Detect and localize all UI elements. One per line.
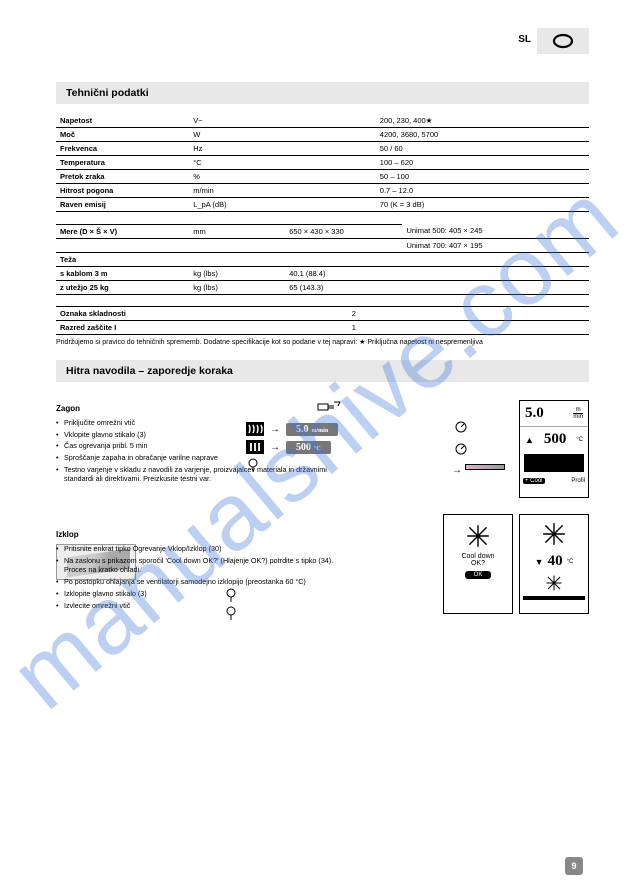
tech-footnote: Pridržujemo si pravico do tehničnih spre… <box>56 338 589 346</box>
display-panel-main: 5.0 mmin ▲ 500 °C + Cool Profil <box>519 400 589 498</box>
cooldown-line2: OK? <box>471 560 485 567</box>
progress-bar-dark <box>524 454 584 472</box>
gauge-icon <box>452 442 470 456</box>
list-item: Sproščanje zapaha in obračanje varilne n… <box>56 453 356 463</box>
list-item: Pritisnite enkrat tipko Ogrevanje Vklop/… <box>56 544 356 554</box>
up-triangle-icon: ▲ <box>525 435 534 445</box>
tech-table: NapetostV~200, 230, 400★MočW4200, 3680, … <box>56 114 589 346</box>
start-heading: Zagon <box>56 404 356 415</box>
snowflake-icon <box>465 523 491 549</box>
table-row: Unimat 700: 407 × 195 <box>56 238 589 252</box>
language-flag-box <box>537 28 589 54</box>
table-row: Raven emisijL_pA (dB)70 (K = 3 dB) <box>56 198 589 212</box>
display-panel-cooldown: Cool downOK? OK <box>443 514 513 614</box>
list-item: Izklopite glavno stikalo (3) <box>56 589 356 599</box>
table-row: Pretok zraka%50 – 100 <box>56 170 589 184</box>
arrow-icon: → <box>452 465 462 476</box>
language-code: SL <box>518 34 531 45</box>
panel-speed: 5.0 <box>525 405 544 422</box>
snowflake-icon <box>541 521 567 547</box>
table-row: Razred zaščite I1 <box>56 321 589 335</box>
quick-guide-start: Zagon Priključite omrežni vtič Vklopite g… <box>56 404 356 612</box>
list-item: Izvlecite omrežni vtič <box>56 601 356 611</box>
progress-bar <box>465 464 505 470</box>
table-row: MočW4200, 3680, 5700 <box>56 128 589 142</box>
table-row: z utežjo 25 kgkg (lbs)65 (143.3) <box>56 280 589 294</box>
table-row: Mere (D × Š × V)mm650 × 430 × 330Unimat … <box>56 224 589 238</box>
display-panel-cooling: ▼ 40 °C <box>519 514 589 614</box>
section-title-quick: Hitra navodila – zaporedje koraka <box>56 360 589 382</box>
list-item: Priključite omrežni vtič <box>56 418 356 428</box>
table-row: Temperatura°C100 – 620 <box>56 156 589 170</box>
oval-icon <box>551 33 575 49</box>
cooldown-line1: Cool down <box>461 553 494 560</box>
knob-icon <box>224 606 238 622</box>
list-item: Po postopku ohlajanja se ventilatorji sa… <box>56 577 356 587</box>
gauge-icon <box>452 420 470 434</box>
list-item: Testno varjenje v skladu z navodili za v… <box>56 465 356 484</box>
table-row: Hitrost pogonam/min0.7 – 12.0 <box>56 184 589 198</box>
table-row: NapetostV~200, 230, 400★ <box>56 114 589 128</box>
foot-cool: + Cool <box>523 478 545 484</box>
gauge-icons: → <box>452 420 505 482</box>
table-row: s kablom 3 mkg (lbs)40.1 (88.4) <box>56 266 589 280</box>
page-number: 9 <box>565 857 583 875</box>
panel3-temp: 40 <box>548 553 563 570</box>
table-row: Oznaka skladnosti2 <box>56 307 589 321</box>
snowflake-icon <box>545 574 563 592</box>
table-row: Teža <box>56 252 589 266</box>
panel-temp: 500 <box>544 431 567 448</box>
section-title-tech: Tehnični podatki <box>56 82 589 104</box>
down-triangle-icon: ▼ <box>535 557 544 567</box>
list-item: Na zaslonu s prikazom sporočil 'Cool dow… <box>56 556 356 575</box>
list-item: Čas ogrevanja pribl. 5 min <box>56 441 356 451</box>
knob-icon <box>224 588 238 604</box>
foot-profil: Profil <box>571 478 585 484</box>
progress-thin <box>523 596 585 600</box>
ok-button[interactable]: OK <box>465 571 492 579</box>
list-item: Vklopite glavno stikalo (3) <box>56 430 356 440</box>
table-row: FrekvencaHz50 / 60 <box>56 142 589 156</box>
stop-heading: Izklop <box>56 530 356 541</box>
